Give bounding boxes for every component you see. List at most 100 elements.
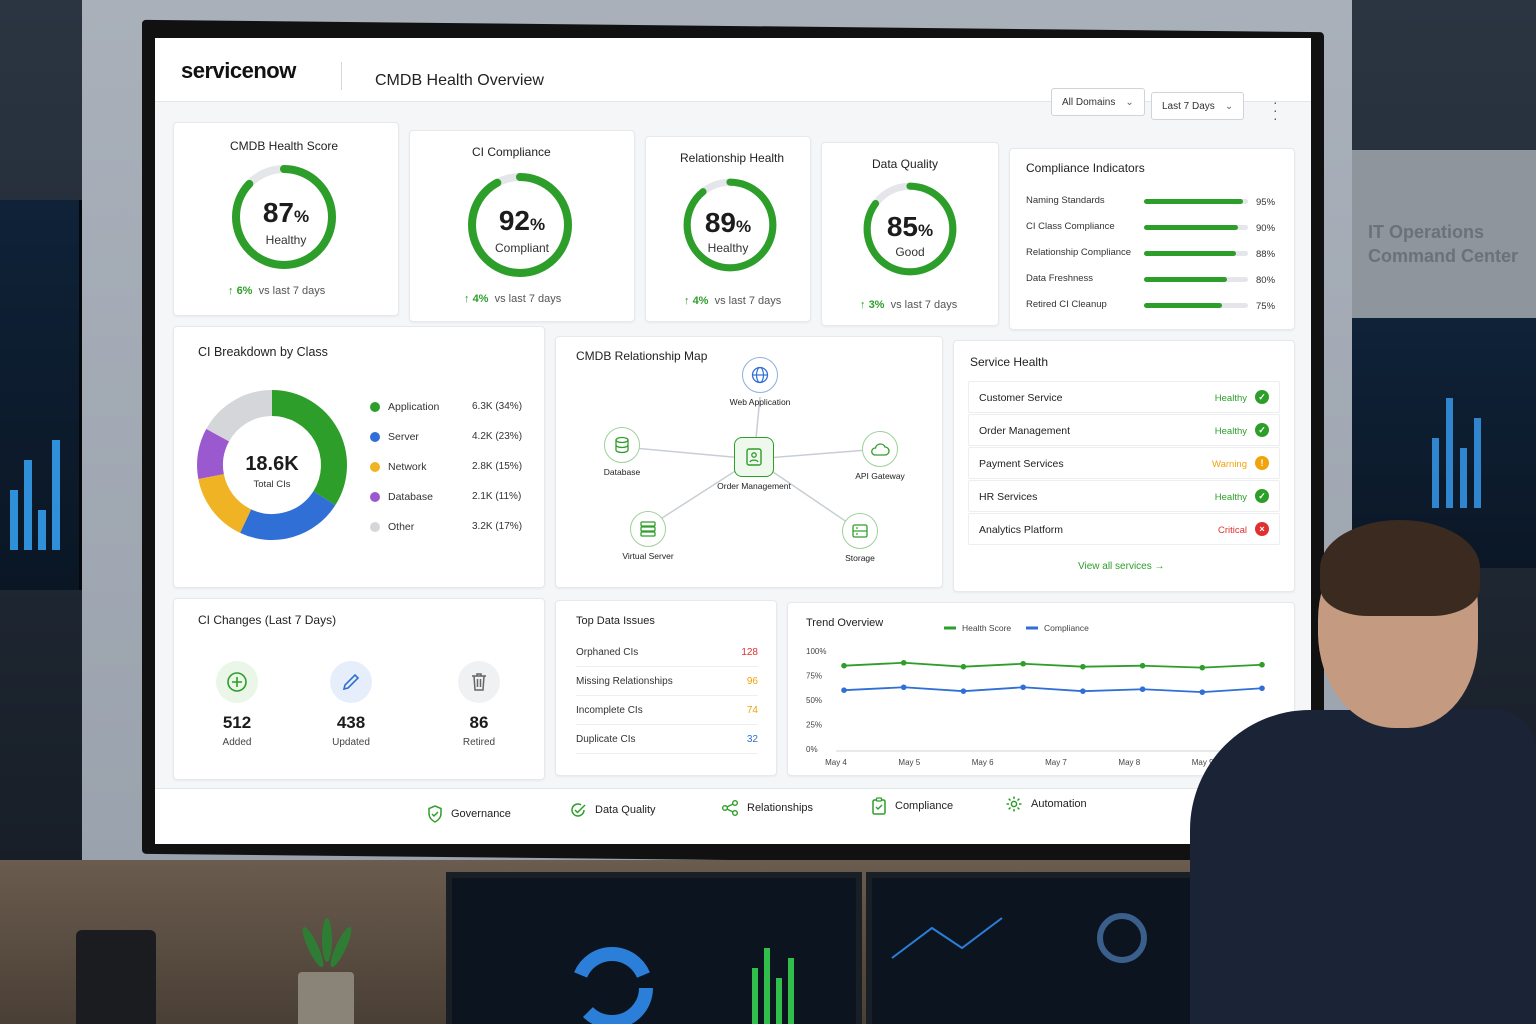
legend-name: Other — [388, 521, 415, 533]
gauge-ring — [863, 182, 957, 276]
node-label: Virtual Server — [622, 551, 674, 561]
edge-db — [621, 446, 755, 460]
y-tick-label: 50% — [806, 696, 822, 705]
view-all-services-link[interactable]: View all services → — [1078, 561, 1165, 572]
footer-label: Compliance — [895, 800, 954, 812]
donut-total: 18.6K — [245, 453, 299, 475]
service-row[interactable]: Order Management Healthy ✓ — [968, 414, 1280, 446]
wall-sign-line-2: Command Center — [1368, 246, 1519, 266]
footer-automation[interactable]: Automation — [1005, 795, 1087, 813]
service-status: Healthy — [1214, 492, 1247, 503]
node-storage[interactable]: Storage — [810, 513, 910, 563]
desk-monitor-right-content — [891, 913, 1147, 963]
gauge-title: Data Quality — [872, 157, 939, 171]
issue-row[interactable]: Incomplete CIs 74 — [576, 697, 758, 725]
data-point — [900, 684, 907, 691]
indicator-name: Relationship Compliance — [1026, 247, 1132, 258]
trend-overview-card: Trend Overview Health Score Compliance 100… — [787, 602, 1295, 776]
donut-slice-network — [198, 473, 252, 533]
issue-count: 74 — [746, 705, 758, 716]
range-select[interactable]: Last 7 Days ⌄ — [1151, 92, 1245, 120]
gauge-status: Compliant — [494, 241, 550, 255]
coffee-mug — [76, 930, 156, 1024]
x-tick-label: May 6 — [972, 758, 994, 767]
change-retired[interactable]: 86 Retired — [434, 661, 524, 748]
legend-value: 3.2K (17%) — [472, 521, 523, 532]
shield-icon — [428, 805, 442, 823]
gauge-ring — [232, 165, 336, 269]
issue-row[interactable]: Orphaned CIs 128 — [576, 639, 758, 667]
donut-slice-server — [240, 490, 336, 540]
service-row[interactable]: Customer Service Healthy ✓ — [968, 381, 1280, 413]
gauge-title: CI Compliance — [472, 145, 551, 159]
gauge-ring — [683, 178, 777, 272]
gauge-title: Relationship Health — [680, 151, 785, 165]
gauge-arc — [683, 178, 777, 272]
check-circle-icon — [571, 803, 586, 817]
legend-name: Database — [388, 491, 433, 503]
node-api-gateway[interactable]: API Gateway — [830, 431, 930, 481]
node-database[interactable]: Database — [572, 427, 672, 477]
share-icon — [722, 800, 738, 816]
clipboard-icon — [872, 797, 886, 815]
wall-sign-line-1: IT Operations — [1368, 222, 1485, 242]
footer-label: Governance — [451, 808, 511, 820]
node-label: Storage — [845, 553, 875, 563]
service-row[interactable]: Payment Services Warning ! — [968, 447, 1280, 479]
data-point — [1199, 689, 1206, 695]
issue-row[interactable]: Missing Relationships 96 — [576, 668, 758, 696]
gauge-arc — [468, 173, 572, 277]
footer-governance[interactable]: Governance — [427, 805, 511, 823]
legend-name: Server — [388, 431, 419, 443]
gauge-value: 89% — [704, 207, 752, 238]
change-value: 438 — [336, 713, 366, 732]
cloud-icon — [862, 431, 898, 467]
relationship-map-card: CMDB Relationship Map Web Application Da… — [555, 336, 943, 588]
legend-swatch — [370, 522, 380, 532]
issue-count: 96 — [746, 676, 758, 687]
issues-title: Top Data Issues — [576, 615, 655, 627]
domain-select-value: All Domains — [1062, 97, 1116, 108]
change-added[interactable]: 512 Added — [192, 661, 282, 748]
gauge-card-compliance: CI Compliance 92% Compliant ↑ 4% vs last… — [409, 130, 635, 322]
issue-count: 32 — [746, 734, 758, 745]
globe-icon — [742, 357, 778, 393]
person-viewer — [1190, 520, 1536, 1024]
trend-title: Trend Overview — [806, 617, 884, 629]
service-row[interactable]: Analytics Platform Critical × — [968, 513, 1280, 545]
plant-leaf — [322, 918, 332, 962]
warning-icon: ! — [1255, 456, 1269, 470]
plant-pot — [298, 972, 354, 1024]
issue-row[interactable]: Duplicate CIs 32 — [576, 726, 758, 754]
check-icon: ✓ — [1255, 390, 1269, 404]
check-icon: ✓ — [1255, 423, 1269, 437]
domain-select[interactable]: All Domains ⌄ — [1051, 88, 1145, 116]
indicator-bar — [1144, 303, 1248, 308]
issue-count: 128 — [741, 647, 758, 658]
top-data-issues-card: Top Data Issues Orphaned CIs 128 Missing… — [555, 600, 777, 776]
service-name: Payment Services — [979, 458, 1064, 470]
change-updated[interactable]: 438 Updated — [306, 661, 396, 748]
node-web-application[interactable]: Web Application — [710, 357, 810, 407]
footer-relationships[interactable]: Relationships — [721, 799, 813, 817]
footer-nav: Governance Data Quality Relationships Co… — [155, 788, 1311, 844]
footer-data-quality[interactable]: Data Quality — [569, 801, 656, 819]
arrow-up-icon: ↑ — [684, 295, 690, 307]
footer-label: Data Quality — [595, 804, 656, 816]
node-order-management[interactable]: Order Management — [704, 437, 804, 491]
server-icon — [630, 511, 666, 547]
service-row[interactable]: HR Services Healthy ✓ — [968, 480, 1280, 512]
data-point — [1020, 660, 1026, 667]
dashboard-screen: servicenow CMDB Health Overview All Doma… — [155, 38, 1311, 844]
more-options-icon[interactable]: · · · — [1273, 94, 1278, 126]
indicator-bar-fill — [1144, 303, 1222, 308]
data-point — [841, 687, 847, 693]
series-line-health-score — [843, 661, 1263, 669]
plus-circle-icon — [216, 661, 258, 703]
indicator-name: Naming Standards — [1026, 195, 1105, 206]
gauge-card-health: CMDB Health Score 87% Healthy ↑ 6% vs la… — [173, 122, 399, 316]
node-virtual-server[interactable]: Virtual Server — [598, 511, 698, 561]
indicator-bar-fill — [1144, 251, 1236, 256]
footer-compliance[interactable]: Compliance — [871, 797, 953, 815]
service-status: Critical — [1217, 525, 1247, 536]
